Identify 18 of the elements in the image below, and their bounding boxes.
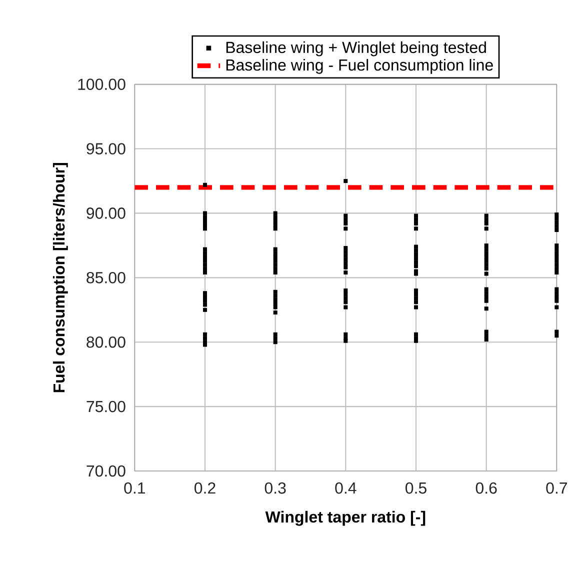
y-tick-label: 80.00 [86,336,126,348]
legend-label: Baseline wing + Winglet being tested [226,41,486,56]
x-tick-label: 0.3 [264,482,286,494]
x-tick-label: 0.7 [546,482,567,494]
y-tick-label: 95.00 [86,143,126,154]
legend-label: Baseline wing - Fuel consumption line [226,58,493,74]
x-tick-label: 0.5 [406,482,426,494]
y-tick-label: 70.00 [86,465,126,477]
y-tick-label: 85.00 [86,272,126,284]
x-tick-label: 0.1 [124,482,146,494]
y-tick-label: 90.00 [86,208,126,219]
y-axis-title: Fuel consumption [liters/hour] [52,162,68,392]
x-tick-label: 0.6 [476,482,497,494]
y-tick-label: 75.00 [86,400,126,412]
x-tick-label: 0.4 [335,482,356,494]
x-axis-title: Winglet taper ratio [-] [265,510,426,526]
x-tick-label: 0.2 [194,482,216,494]
y-tick-label: 100.00 [78,78,126,90]
